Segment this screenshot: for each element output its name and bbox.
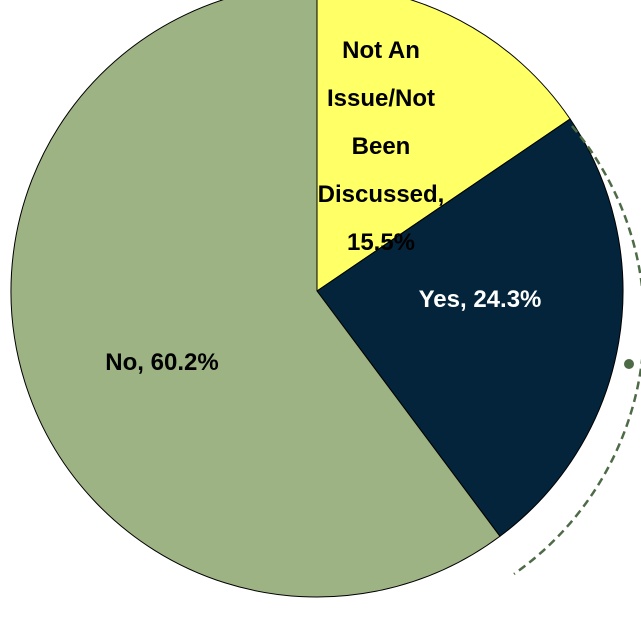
- slice-label-line: No, 60.2%: [105, 349, 218, 376]
- slice-label-line: Yes, 24.3%: [419, 286, 542, 313]
- slice-label-line: Discussed,: [318, 181, 445, 208]
- slice-label-line: Issue/Not: [327, 85, 435, 112]
- pie-labels: Not An Issue/Not Been Discussed, 15.5% Yes, 2…: [105, 37, 541, 376]
- pie-slice-not-an-issue: [316, 0, 571, 292]
- slice-label-line: 15.5%: [347, 229, 415, 256]
- slice-label-yes: Yes, 24.3%: [419, 286, 542, 313]
- slice-label-line: Not An: [342, 37, 420, 64]
- slice-label-no: No, 60.2%: [105, 349, 218, 376]
- pie-slices: [10, 0, 624, 598]
- slice-label-not-an-issue: Not An Issue/Not Been Discussed, 15.5%: [318, 37, 445, 256]
- yes-slice-callout: [513, 125, 641, 576]
- callout-dashed-arc: [513, 125, 641, 576]
- callout-dot: [624, 359, 634, 369]
- pie-slice-no: [10, 0, 501, 598]
- slice-label-line: Been: [352, 133, 411, 160]
- pie-slice-yes: [316, 118, 624, 537]
